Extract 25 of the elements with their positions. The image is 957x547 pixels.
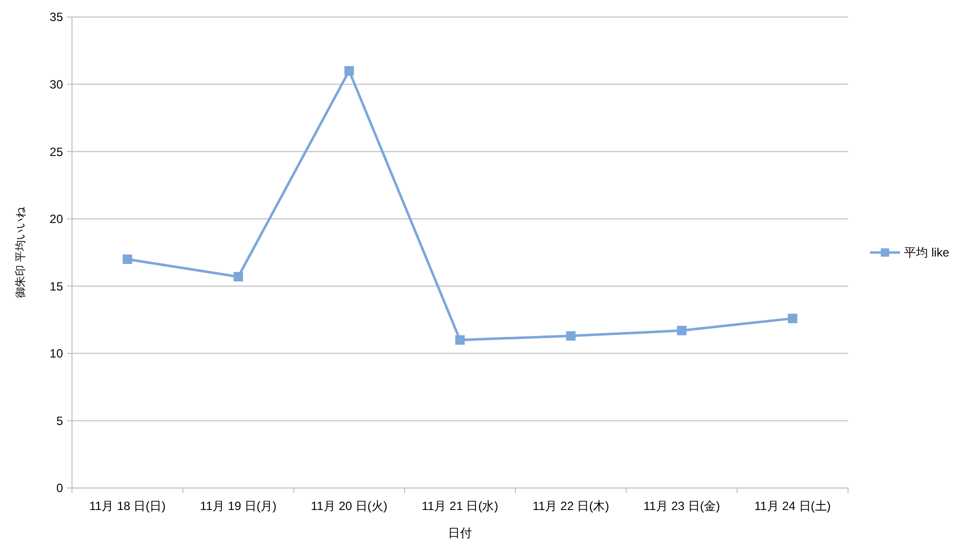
point — [344, 66, 354, 76]
point — [234, 272, 244, 282]
y-tick-label: 5 — [56, 414, 64, 428]
y-tick-label: 0 — [56, 481, 64, 496]
point — [122, 254, 132, 264]
point — [455, 335, 465, 345]
y-tick-label: 10 — [50, 346, 64, 361]
x-tick-label: 11月 19 日(月) — [200, 499, 277, 513]
x-tick-label: 11月 24 日(土) — [754, 499, 831, 513]
x-tick-label: 11月 20 日(火) — [310, 499, 388, 513]
point — [566, 331, 576, 341]
point — [676, 326, 686, 336]
point — [788, 314, 798, 324]
x-tick-label: 11月 21 日(水) — [422, 499, 498, 513]
y-tick-label: 35 — [50, 10, 64, 24]
x-axis-title: 日付 — [448, 526, 472, 540]
x-tick-label: 11月 22 日(木) — [532, 499, 610, 513]
y-tick-label: 20 — [50, 212, 64, 226]
y-axis-title: 御朱印 平均いいね — [14, 206, 27, 298]
y-tick-label: 25 — [50, 144, 64, 159]
legend-label: 平均 like — [904, 246, 950, 260]
y-tick-label: 30 — [50, 77, 64, 92]
y-tick-label: 15 — [50, 279, 64, 294]
x-tick-label: 11月 18 日(日) — [89, 499, 166, 513]
x-tick-label: 11月 23 日(金) — [643, 499, 720, 513]
